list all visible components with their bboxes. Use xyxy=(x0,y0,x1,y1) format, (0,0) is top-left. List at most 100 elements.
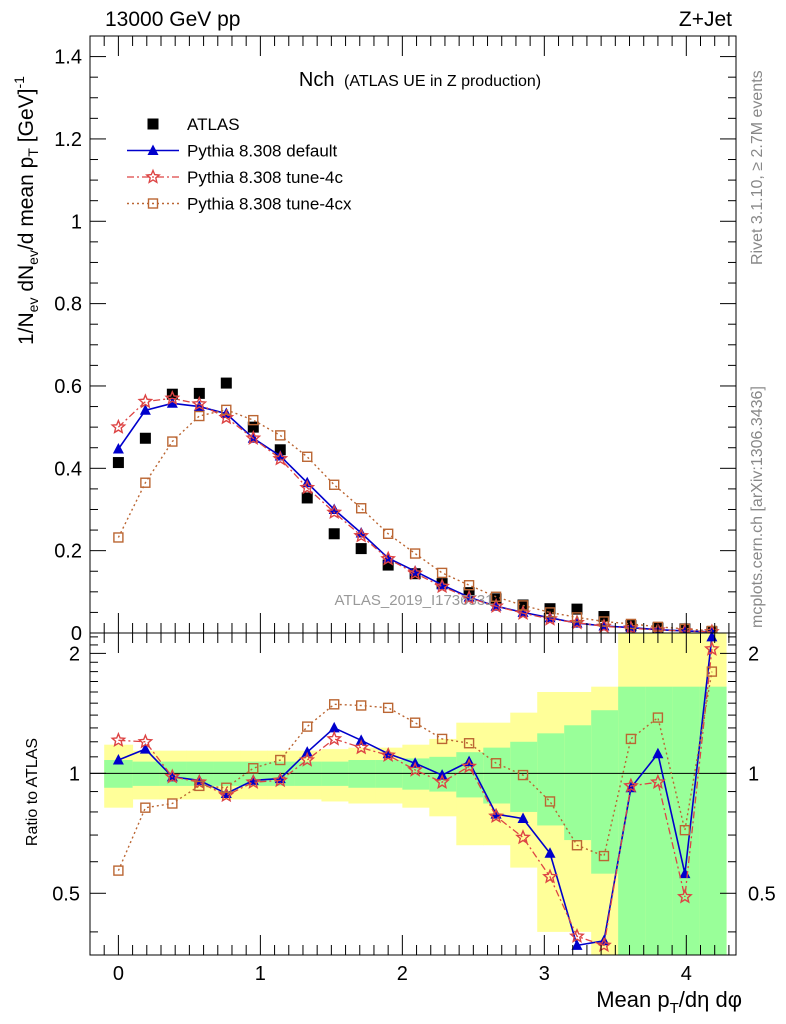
ratio-marker xyxy=(515,829,531,845)
series-marker xyxy=(329,479,340,490)
data-point xyxy=(328,528,340,540)
main-series-layer xyxy=(110,377,720,633)
series-marker xyxy=(137,393,154,409)
legend-label: Pythia 8.308 tune-4c xyxy=(187,168,343,187)
ratio-marker xyxy=(353,739,370,755)
ratio-marker xyxy=(218,787,235,803)
series-marker xyxy=(299,479,316,495)
data-point xyxy=(544,603,556,615)
ratio-series-tune4c xyxy=(110,640,720,953)
main-y-tick-label: 0.4 xyxy=(54,458,82,480)
series-marker xyxy=(221,404,232,416)
chart-title: Nch (ATLAS UE in Z production) xyxy=(299,69,541,91)
series-line xyxy=(117,397,712,633)
watermark: ATLAS_2019_I1736531 xyxy=(334,592,493,609)
series-marker xyxy=(434,578,451,594)
ratio-marker xyxy=(598,850,610,862)
series-marker xyxy=(571,612,583,623)
ratio-panel-frame xyxy=(89,632,737,956)
series-marker xyxy=(248,414,259,426)
series-marker xyxy=(274,449,286,461)
main-y-tick-label: 0.6 xyxy=(54,376,82,398)
series-line xyxy=(117,409,712,632)
ratio-marker xyxy=(676,888,693,904)
legend-marker xyxy=(147,118,159,130)
legend-marker xyxy=(147,198,159,209)
data-point xyxy=(166,388,178,400)
band-inner-bin xyxy=(699,686,727,955)
data-point xyxy=(382,559,394,571)
ratio-marker xyxy=(436,733,448,745)
series-marker xyxy=(355,503,367,514)
ratio-marker xyxy=(703,640,720,656)
ratio-y-tick-label-right: 0.5 xyxy=(748,883,776,905)
series-marker xyxy=(409,565,421,576)
ratio-marker xyxy=(112,754,124,765)
ratio-marker xyxy=(329,699,340,710)
ratio-marker xyxy=(571,840,583,851)
series-marker xyxy=(272,450,289,466)
ratio-series-layer xyxy=(110,633,720,953)
ratio-marker xyxy=(245,773,262,789)
ratio-marker xyxy=(623,777,639,793)
series-marker xyxy=(409,548,421,559)
ratio-series-tune4cx xyxy=(113,666,718,876)
band-inner-bin xyxy=(510,741,538,812)
series-marker xyxy=(380,550,397,566)
legend-item-tune4c: Pythia 8.308 tune-4c xyxy=(127,168,343,187)
ratio-marker xyxy=(596,937,612,953)
data-point xyxy=(220,377,232,389)
series-marker xyxy=(706,625,718,633)
ratio-marker xyxy=(517,769,529,781)
series-marker xyxy=(218,409,235,425)
ratio-marker xyxy=(517,812,529,824)
ratio-marker xyxy=(113,865,124,876)
legend-marker xyxy=(145,168,161,184)
ratio-y-tick-label-right: 1 xyxy=(748,763,759,785)
chart-title-main: Nch xyxy=(299,69,335,91)
ratio-marker xyxy=(652,712,664,723)
series-marker xyxy=(625,618,637,630)
series-marker xyxy=(598,616,610,627)
series-marker xyxy=(167,436,178,447)
energy-label: 13000 GeV pp xyxy=(105,8,240,31)
series-marker xyxy=(110,418,127,434)
ratio-marker xyxy=(490,808,502,819)
ratio-y-tick-label-right: 2 xyxy=(748,643,759,665)
series-marker xyxy=(194,410,205,422)
mcplots-side-label: mcplots.cern.ch [arXiv:1306.3436] xyxy=(749,386,766,628)
series-marker xyxy=(544,607,556,618)
ratio-marker xyxy=(380,747,397,762)
main-y-tick-label: 1.2 xyxy=(54,129,82,151)
ratio-marker xyxy=(569,927,585,943)
legend-item-tune4cx: Pythia 8.308 tune-4cx xyxy=(127,195,352,214)
series-marker xyxy=(326,504,343,520)
main-y-tick-label: 1 xyxy=(71,211,82,233)
ratio-marker xyxy=(140,802,151,813)
ratio-marker xyxy=(571,939,583,950)
band-inner-bin xyxy=(645,686,673,955)
legend-label: ATLAS xyxy=(187,115,240,134)
x-axis-label: Mean pT/dη dφ xyxy=(596,987,742,1017)
ratio-marker xyxy=(625,733,637,745)
band-inner-bin xyxy=(591,710,619,874)
ratio-band-layer xyxy=(104,633,727,955)
ratio-marker xyxy=(488,807,504,824)
series-marker xyxy=(191,395,208,411)
series-marker xyxy=(517,600,529,611)
series-marker xyxy=(328,503,340,514)
data-point xyxy=(139,432,151,444)
ratio-marker xyxy=(221,782,232,793)
series-marker xyxy=(140,477,151,488)
ratio-marker xyxy=(490,758,502,769)
band-inner-bin xyxy=(564,725,592,841)
main-y-tick-label: 0.2 xyxy=(54,541,82,563)
ratio-axis-ticks: 0.5 0.5 1 1 2 2 0 1 2 3 4 xyxy=(52,633,776,985)
series-marker xyxy=(490,591,502,602)
main-y-tick-label: 1.4 xyxy=(54,47,82,69)
series-marker xyxy=(275,430,286,441)
ratio-line xyxy=(118,649,713,947)
legend-label: Pythia 8.308 default xyxy=(187,142,338,161)
ratio-marker xyxy=(463,738,475,749)
main-y-axis-label: 1/Nev dNev/d mean pT [GeV]-1 xyxy=(11,76,41,345)
